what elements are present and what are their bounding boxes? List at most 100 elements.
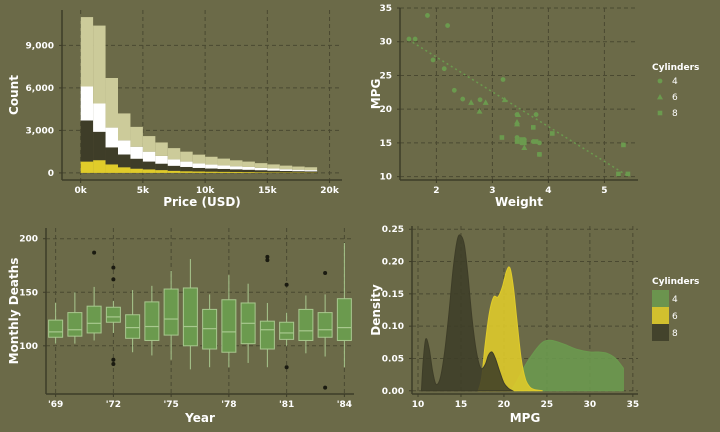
mpg-weight-scatter-x-tick-label: 5 [601, 186, 607, 196]
box-outlier [111, 265, 116, 270]
histogram-bar [80, 86, 94, 121]
scatter-point [425, 13, 430, 18]
density-legend-label: 4 [672, 295, 678, 305]
histogram-bar [192, 154, 206, 164]
histogram-bar [118, 154, 131, 168]
box-outlier [284, 282, 289, 287]
box-outlier [92, 250, 97, 255]
box [86, 305, 102, 334]
scatter-point [499, 135, 505, 140]
scatter-legend-label: 6 [672, 93, 678, 103]
histogram-bar [80, 17, 94, 87]
box-outlier [284, 365, 289, 370]
histogram-bar [217, 171, 230, 173]
price-histogram-x-axis-title: Price (USD) [163, 195, 241, 209]
scatter-point [522, 140, 527, 146]
deaths-boxplot-y-tick-label: 200 [19, 235, 38, 245]
price-histogram-y-tick-label: 6,000 [26, 84, 54, 94]
density-area [509, 339, 624, 392]
box [67, 312, 83, 337]
histogram-bar [180, 151, 193, 162]
scatter-point [412, 36, 418, 42]
histogram-bar [167, 159, 181, 166]
price-histogram-y-tick-label: 3,000 [26, 126, 54, 136]
mpg-weight-scatter-y-tick-label: 35 [379, 4, 392, 14]
deaths-boxplot-y-tick-label: 100 [19, 342, 38, 352]
box [48, 319, 64, 338]
scatter-point [430, 57, 436, 63]
deaths-boxplot-x-tick-label: '69 [48, 400, 63, 410]
histogram-bar [118, 140, 131, 155]
histogram-bar [292, 166, 305, 170]
deaths-boxplot-x-tick-label: '84 [337, 400, 352, 410]
histogram-bar [167, 170, 181, 173]
histogram-bar [105, 78, 118, 128]
mpg-density-y-tick-label: 0.15 [382, 290, 404, 300]
scatter-point [500, 77, 506, 82]
mpg-density-y-tick-label: 0.10 [382, 322, 404, 332]
mpg-density-x-axis-title: MPG [510, 411, 541, 425]
mpg-weight-scatter-axes: 2 3 4 5 10 15 20 25 30 35 Weight MPG [369, 4, 638, 209]
scatter-point [530, 125, 536, 130]
price-histogram-y-axis-title: Count [7, 75, 21, 115]
histogram-bar [105, 127, 118, 148]
scatter-point [537, 152, 542, 157]
histogram-bar [105, 164, 118, 173]
histogram-bar [192, 167, 206, 172]
scatter-legend-title: Cylinders [652, 63, 699, 73]
deaths-boxplot-x-tick-label: '81 [279, 400, 294, 410]
price-histogram-x-tick-label: 0k [75, 186, 88, 196]
scatter-point [515, 111, 522, 117]
mpg-weight-scatter-y-tick-label: 30 [379, 38, 392, 48]
histogram-bar [205, 171, 218, 173]
mpg-density-x-tick-label: 20 [498, 400, 511, 410]
histogram-bar [93, 103, 106, 132]
mpg-weight-scatter-y-tick-label: 10 [379, 173, 392, 183]
histogram-bar [130, 126, 143, 147]
density-area [420, 234, 515, 392]
histogram-bar [167, 148, 181, 160]
histogram-bar [180, 171, 193, 173]
mpg-weight-scatter-x-tick-label: 4 [545, 186, 551, 196]
density-areas [420, 234, 624, 392]
histogram-bar [242, 161, 255, 167]
box [105, 306, 121, 323]
box-outlier [265, 258, 270, 263]
histogram-bar [118, 167, 131, 173]
price-histogram-y-tick-label: 9,000 [26, 41, 54, 51]
box-outlier [265, 254, 270, 259]
histogram-bar [155, 163, 168, 171]
histogram-bars [80, 17, 318, 173]
price-histogram-x-tick-label: 20k [320, 186, 340, 196]
density-legend-label: 8 [672, 329, 678, 339]
histogram-bar [267, 170, 280, 173]
histogram-bar [80, 120, 94, 162]
mpg-density-x-tick-label: 35 [627, 400, 640, 410]
box [336, 298, 352, 341]
scatter-point [451, 87, 457, 93]
histogram-bar [155, 170, 168, 173]
histogram-bar [267, 168, 280, 171]
histogram-bar [230, 171, 243, 173]
deaths-boxplot-axes: '69 '72 '75 '78 '81 '84 100 150 200 Year Monthly D… [7, 228, 354, 425]
histogram-bar [254, 172, 268, 173]
scatter-legend-key [657, 110, 663, 116]
mpg-density-y-tick-label: 0.00 [382, 387, 404, 397]
scatter-point [460, 96, 466, 102]
histogram-bar [192, 171, 206, 173]
mpg-density-x-tick-label: 10 [412, 400, 425, 410]
histogram-bar [180, 161, 193, 167]
deaths-boxplot-y-axis-title: Monthly Deaths [7, 258, 21, 365]
scatter-point [514, 135, 520, 140]
scatter-point [468, 99, 475, 105]
histogram-bar [230, 169, 243, 172]
deaths-boxplot-x-tick-label: '72 [106, 400, 121, 410]
histogram-bar [279, 171, 293, 173]
histogram-bar [180, 166, 193, 172]
histogram-bar [304, 170, 318, 172]
histogram-bar [93, 25, 106, 104]
mpg-weight-scatter-x-tick-label: 2 [433, 186, 439, 196]
scatter-legend-label: 8 [672, 109, 678, 119]
scatter-point [501, 96, 508, 103]
scatter-point [514, 121, 521, 127]
